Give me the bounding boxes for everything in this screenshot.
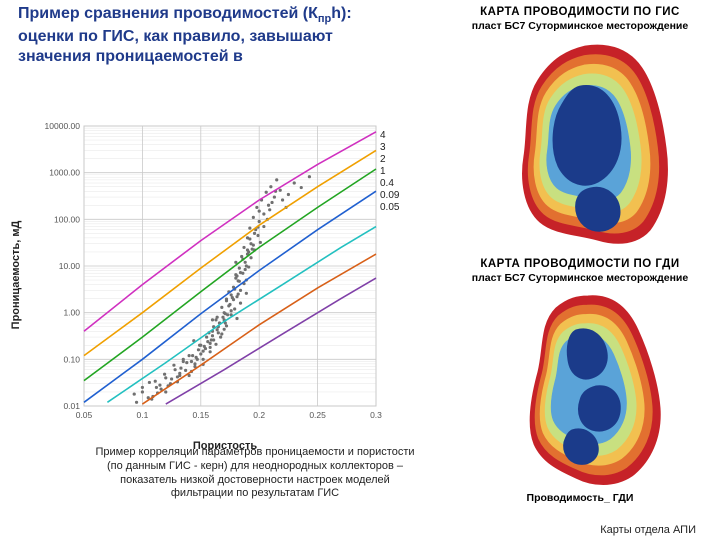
maps-credit: Карты отдела АПИ <box>600 524 696 536</box>
title-line1: Пример сравнения проводимостей (К <box>18 5 318 22</box>
svg-text:1: 1 <box>380 166 386 177</box>
chart-svg: 0.010.101.0010.00100.001000.0010000.000.… <box>40 120 410 430</box>
page-title: Пример сравнения проводимостей (Кпрh): о… <box>18 4 418 67</box>
svg-text:10000.00: 10000.00 <box>45 121 81 131</box>
svg-text:0.05: 0.05 <box>76 410 93 420</box>
map2-title: КАРТА ПРОВОДИМОСТИ ПО ГДИ <box>480 258 679 270</box>
svg-text:0.10: 0.10 <box>63 354 80 364</box>
title-line1-end: h): <box>331 5 351 22</box>
svg-text:1.00: 1.00 <box>63 308 80 318</box>
svg-text:4: 4 <box>380 130 386 141</box>
title-sub: пр <box>318 13 331 25</box>
map1-svg <box>475 36 685 246</box>
chart-ylabel: Проницаемость, мД <box>10 221 22 330</box>
title-line2: оценки по ГИС, как правило, завышают <box>18 28 333 45</box>
svg-text:100.00: 100.00 <box>54 214 80 224</box>
svg-text:2: 2 <box>380 154 386 165</box>
title-line3: значения проницаемостей в <box>18 48 243 65</box>
svg-text:0.4: 0.4 <box>380 178 394 189</box>
permeability-chart: Проницаемость, мД 0.010.101.0010.00100.0… <box>40 120 410 430</box>
svg-text:3: 3 <box>380 142 386 153</box>
svg-text:0.1: 0.1 <box>136 410 148 420</box>
chart-caption: Пример корреляции параметров проницаемос… <box>90 446 420 501</box>
map2-svg <box>475 288 685 488</box>
svg-text:0.09: 0.09 <box>380 190 400 201</box>
svg-text:0.2: 0.2 <box>253 410 265 420</box>
map2-subtitle: пласт БС7 Суторминское месторождение <box>472 272 688 284</box>
map1-title: КАРТА ПРОВОДИМОСТИ ПО ГИС <box>480 6 680 18</box>
svg-text:0.3: 0.3 <box>370 410 382 420</box>
svg-text:0.05: 0.05 <box>380 202 400 213</box>
svg-text:10.00: 10.00 <box>59 261 81 271</box>
map1-subtitle: пласт БС7 Суторминское месторождение <box>472 20 688 32</box>
svg-text:1000.00: 1000.00 <box>49 168 80 178</box>
svg-text:0.15: 0.15 <box>193 410 210 420</box>
map2-legend: Проводимость_ ГДИ <box>527 492 634 504</box>
svg-text:0.25: 0.25 <box>309 410 326 420</box>
maps-column: КАРТА ПРОВОДИМОСТИ ПО ГИС пласт БС7 Суто… <box>450 6 710 504</box>
